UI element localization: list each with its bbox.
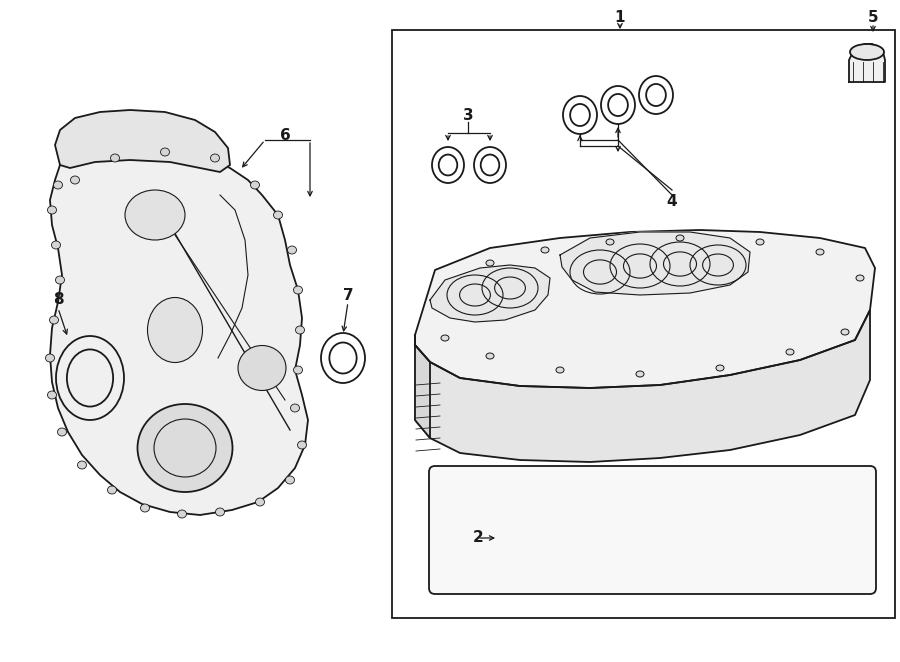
Ellipse shape	[298, 441, 307, 449]
Ellipse shape	[111, 154, 120, 162]
Ellipse shape	[676, 235, 684, 241]
Ellipse shape	[160, 148, 169, 156]
Text: 4: 4	[667, 195, 678, 209]
Text: 8: 8	[53, 293, 63, 308]
Polygon shape	[849, 44, 885, 82]
Ellipse shape	[125, 190, 185, 240]
Ellipse shape	[786, 349, 794, 355]
Ellipse shape	[295, 326, 304, 334]
Ellipse shape	[256, 498, 265, 506]
Polygon shape	[560, 232, 750, 295]
Ellipse shape	[250, 181, 259, 189]
Text: 2: 2	[472, 530, 483, 545]
Ellipse shape	[274, 211, 283, 219]
Ellipse shape	[285, 476, 294, 484]
FancyBboxPatch shape	[429, 466, 876, 594]
Ellipse shape	[211, 154, 220, 162]
Ellipse shape	[140, 504, 149, 512]
Ellipse shape	[46, 354, 55, 362]
Polygon shape	[415, 335, 430, 438]
Ellipse shape	[51, 241, 60, 249]
Text: 6: 6	[280, 128, 291, 142]
Ellipse shape	[287, 246, 296, 254]
Ellipse shape	[841, 329, 849, 335]
Ellipse shape	[48, 391, 57, 399]
Ellipse shape	[48, 206, 57, 214]
Text: 5: 5	[868, 11, 878, 26]
Bar	[392, 30, 895, 618]
Polygon shape	[55, 110, 230, 172]
Ellipse shape	[58, 428, 67, 436]
Text: 7: 7	[343, 287, 354, 303]
Ellipse shape	[215, 508, 224, 516]
Ellipse shape	[716, 365, 724, 371]
Ellipse shape	[850, 44, 884, 60]
Ellipse shape	[441, 335, 449, 341]
Ellipse shape	[53, 181, 62, 189]
Text: 3: 3	[463, 107, 473, 122]
Ellipse shape	[56, 276, 65, 284]
Text: 1: 1	[615, 11, 626, 26]
Ellipse shape	[856, 275, 864, 281]
Ellipse shape	[291, 404, 300, 412]
Ellipse shape	[293, 366, 302, 374]
Ellipse shape	[816, 249, 824, 255]
Polygon shape	[430, 265, 550, 322]
Ellipse shape	[70, 176, 79, 184]
Ellipse shape	[107, 486, 116, 494]
Ellipse shape	[293, 286, 302, 294]
Ellipse shape	[238, 346, 286, 391]
Ellipse shape	[77, 461, 86, 469]
Polygon shape	[415, 230, 875, 388]
Ellipse shape	[50, 316, 58, 324]
Ellipse shape	[636, 371, 644, 377]
Ellipse shape	[138, 404, 232, 492]
Ellipse shape	[177, 510, 186, 518]
Ellipse shape	[148, 297, 202, 363]
Ellipse shape	[541, 247, 549, 253]
Ellipse shape	[486, 353, 494, 359]
Ellipse shape	[756, 239, 764, 245]
Ellipse shape	[556, 367, 564, 373]
Polygon shape	[50, 150, 308, 515]
Ellipse shape	[486, 260, 494, 266]
Ellipse shape	[606, 239, 614, 245]
Polygon shape	[415, 310, 870, 462]
